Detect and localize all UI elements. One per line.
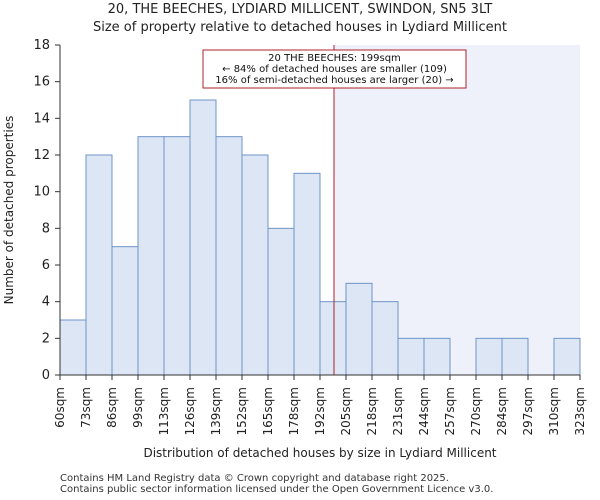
- x-tick-label-86sqm: 86sqm: [105, 387, 119, 428]
- x-tick-label-113sqm: 113sqm: [157, 387, 171, 435]
- bar-231sqm: [397, 337, 425, 376]
- annotation-line-2: ← 84% of detached houses are smaller (10…: [222, 64, 447, 75]
- chart-title: 20, THE BEECHES, LYDIARD MILLICENT, SWIN…: [107, 2, 493, 17]
- bar-310sqm: [553, 337, 581, 376]
- x-tick-label-139sqm: 139sqm: [209, 387, 223, 435]
- bar-152sqm: [241, 154, 269, 376]
- y-tick-label-0: 0: [42, 368, 50, 383]
- x-tick-label-284sqm: 284sqm: [495, 387, 509, 435]
- x-tick-label-270sqm: 270sqm: [469, 387, 483, 435]
- footer-license: Contains public sector information licen…: [60, 484, 494, 495]
- y-tick-label-16: 16: [33, 75, 50, 90]
- y-tick-label-6: 6: [42, 258, 50, 273]
- x-axis-title: Distribution of detached houses by size …: [143, 446, 496, 460]
- x-tick-label-178sqm: 178sqm: [287, 387, 301, 435]
- bar-165sqm: [267, 227, 295, 376]
- x-tick-label-323sqm: 323sqm: [573, 387, 587, 435]
- bar-126sqm: [189, 99, 217, 376]
- bar-205sqm: [345, 282, 373, 376]
- bar-73sqm: [85, 154, 113, 376]
- bar-270sqm: [475, 337, 503, 376]
- bar-244sqm: [423, 337, 451, 376]
- bar-139sqm: [215, 136, 243, 376]
- x-tick-label-126sqm: 126sqm: [183, 387, 197, 435]
- annotation-line-3: 16% of semi-detached houses are larger (…: [215, 75, 453, 86]
- y-tick-label-2: 2: [42, 331, 50, 346]
- x-tick-label-310sqm: 310sqm: [547, 387, 561, 435]
- y-tick-label-14: 14: [33, 111, 50, 126]
- bar-218sqm: [371, 301, 399, 376]
- bar-99sqm: [137, 136, 165, 376]
- x-tick-label-231sqm: 231sqm: [391, 387, 405, 435]
- x-tick-label-244sqm: 244sqm: [417, 387, 431, 435]
- y-tick-label-18: 18: [33, 38, 50, 53]
- annotation-line-1: 20 THE BEECHES: 199sqm: [268, 53, 401, 64]
- x-tick-label-60sqm: 60sqm: [53, 387, 67, 428]
- bar-284sqm: [501, 337, 529, 376]
- y-tick-label-10: 10: [33, 185, 50, 200]
- x-tick-label-257sqm: 257sqm: [443, 387, 457, 435]
- x-tick-label-192sqm: 192sqm: [313, 387, 327, 435]
- bar-60sqm: [59, 319, 87, 376]
- bar-178sqm: [293, 172, 321, 376]
- annotation-box: [202, 49, 467, 89]
- bar-192sqm: [319, 301, 347, 376]
- y-axis-title: Number of detached properties: [2, 116, 16, 305]
- bar-86sqm: [111, 246, 139, 376]
- x-tick-label-152sqm: 152sqm: [235, 387, 249, 435]
- x-tick-label-73sqm: 73sqm: [79, 387, 93, 428]
- x-tick-label-218sqm: 218sqm: [365, 387, 379, 435]
- x-tick-label-205sqm: 205sqm: [339, 387, 353, 435]
- y-tick-label-4: 4: [42, 295, 50, 310]
- x-tick-label-165sqm: 165sqm: [261, 387, 275, 435]
- bar-113sqm: [163, 136, 191, 376]
- footer-copyright: Contains HM Land Registry data © Crown c…: [60, 473, 449, 484]
- y-tick-label-12: 12: [33, 148, 50, 163]
- x-tick-label-99sqm: 99sqm: [131, 387, 145, 428]
- x-tick-label-297sqm: 297sqm: [521, 387, 535, 435]
- y-tick-label-8: 8: [42, 221, 50, 236]
- chart-subtitle: Size of property relative to detached ho…: [92, 20, 507, 35]
